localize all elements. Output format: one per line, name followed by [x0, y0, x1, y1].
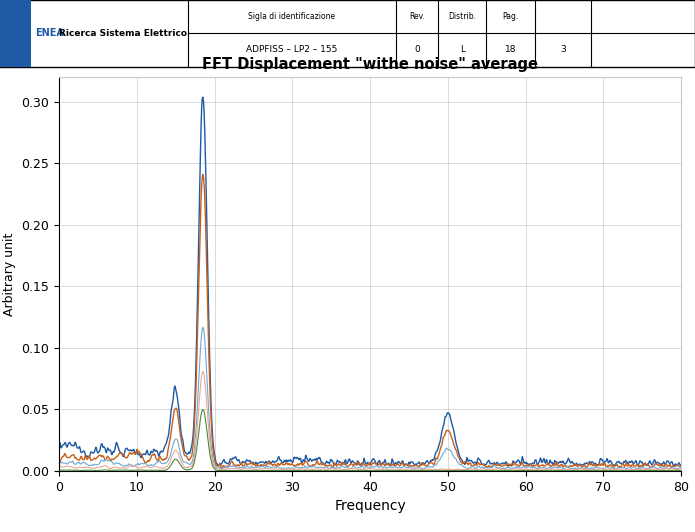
- Title: FFT Displacement "withe noise" average: FFT Displacement "withe noise" average: [202, 57, 538, 72]
- FancyBboxPatch shape: [0, 0, 695, 66]
- FancyBboxPatch shape: [0, 0, 31, 66]
- Text: ENEA: ENEA: [35, 28, 64, 38]
- Text: 18: 18: [505, 45, 516, 54]
- Text: Pag.: Pag.: [502, 12, 519, 21]
- Text: 3: 3: [560, 45, 566, 54]
- Text: ADPFISS – LP2 – 155: ADPFISS – LP2 – 155: [246, 45, 338, 54]
- Text: Sigla di identificazione: Sigla di identificazione: [248, 12, 336, 21]
- Text: Rev.: Rev.: [409, 12, 425, 21]
- X-axis label: Frequency: Frequency: [334, 499, 406, 513]
- Text: Distrib.: Distrib.: [448, 12, 476, 21]
- Y-axis label: Arbitrary unit: Arbitrary unit: [3, 232, 16, 315]
- Text: 0: 0: [414, 45, 420, 54]
- Text: L: L: [459, 45, 465, 54]
- Text: Ricerca Sistema Elettrico: Ricerca Sistema Elettrico: [59, 29, 188, 38]
